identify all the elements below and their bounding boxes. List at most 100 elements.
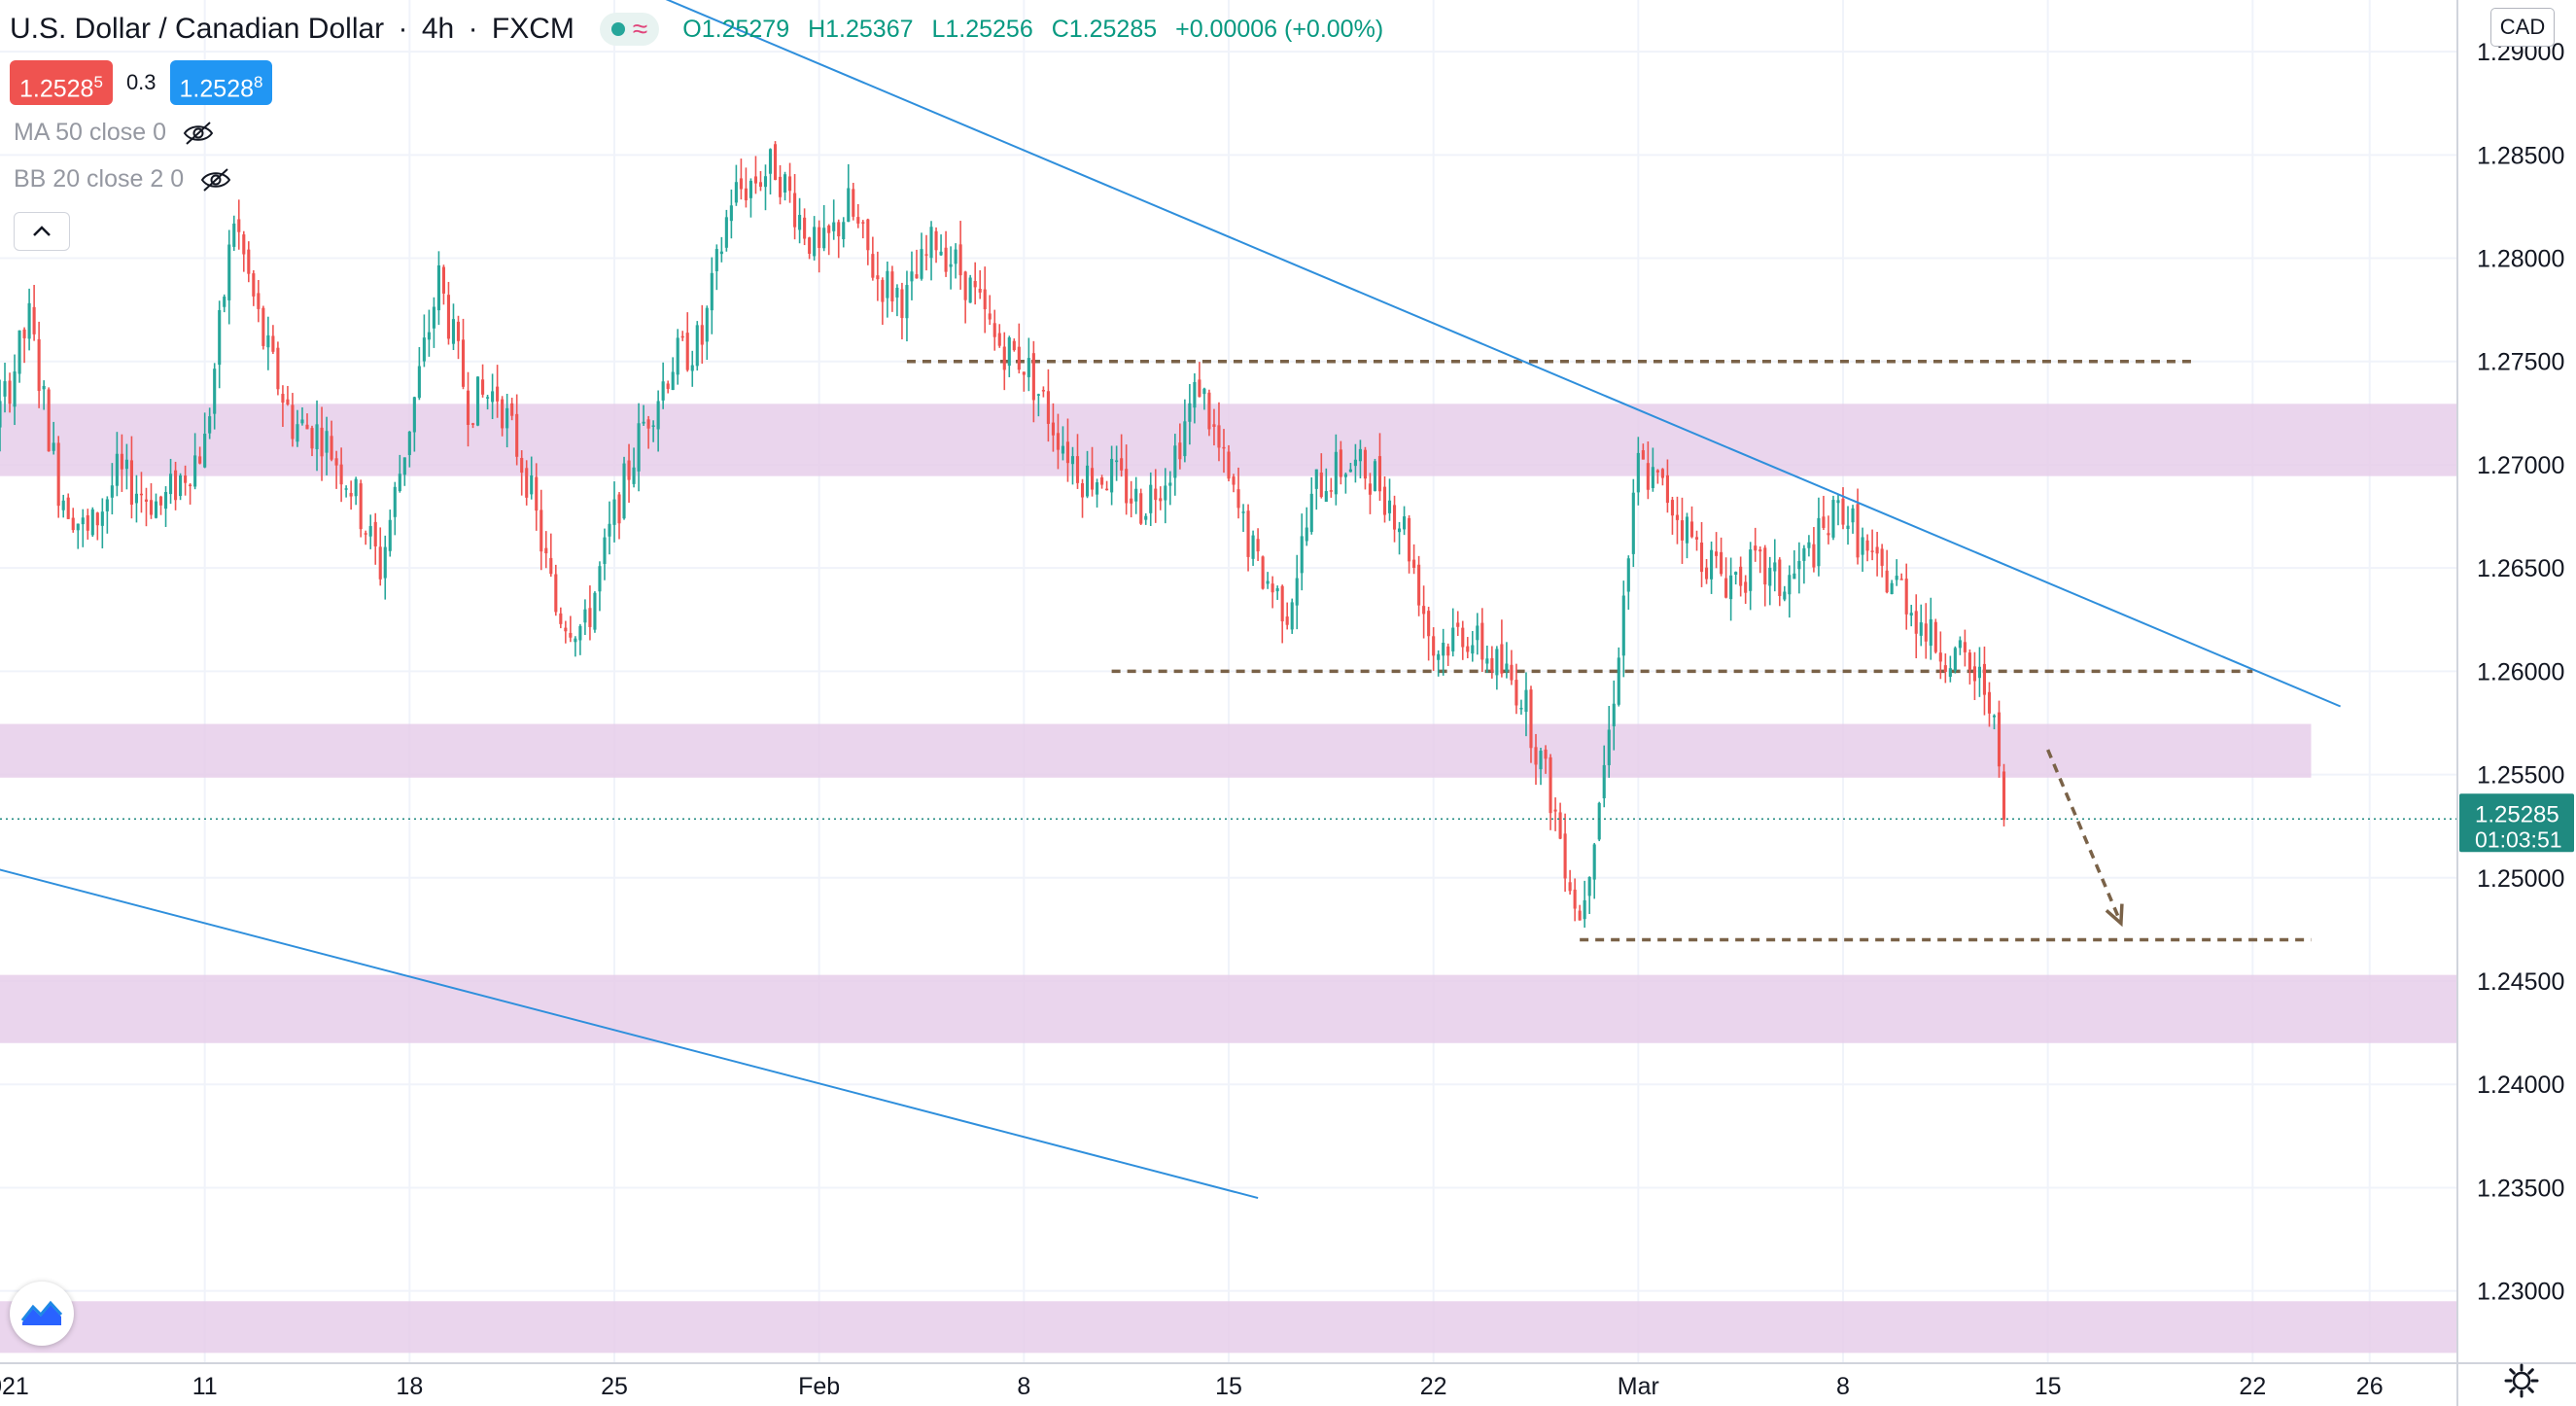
- candle: [1451, 608, 1455, 657]
- candle-body: [1275, 588, 1279, 592]
- candle: [1670, 496, 1674, 535]
- candle: [42, 380, 46, 410]
- candle-body: [300, 419, 304, 424]
- candle: [832, 199, 836, 240]
- candle-body: [310, 428, 314, 449]
- candle: [1500, 619, 1504, 678]
- eye-off-icon[interactable]: [182, 120, 215, 147]
- candle-body: [1403, 516, 1407, 530]
- candle-body: [818, 227, 821, 249]
- candle-body: [1149, 484, 1153, 513]
- candle-body: [1130, 498, 1133, 504]
- eye-off-icon[interactable]: [199, 166, 232, 193]
- candle-body: [578, 625, 582, 641]
- candle-body: [417, 366, 421, 399]
- candle-body: [540, 510, 543, 552]
- candle-body: [1222, 446, 1226, 449]
- candle: [1689, 506, 1694, 539]
- candle-body: [193, 455, 197, 487]
- candle-body: [451, 319, 456, 344]
- candle-body: [281, 394, 285, 404]
- candle: [1164, 468, 1167, 524]
- candle: [193, 433, 197, 490]
- candle: [427, 309, 431, 357]
- candle-body: [393, 486, 397, 517]
- candle: [1120, 434, 1124, 477]
- candle: [105, 496, 109, 534]
- candle: [1992, 714, 1997, 730]
- settings-gear-icon[interactable]: [2502, 1361, 2541, 1400]
- buy-price-button[interactable]: 1.25288: [169, 60, 273, 105]
- candle: [954, 243, 957, 279]
- candle-body: [1851, 508, 1855, 523]
- candle: [651, 420, 655, 442]
- currency-button[interactable]: CAD: [2490, 8, 2555, 47]
- candle-body: [724, 217, 728, 248]
- candle: [1251, 530, 1255, 566]
- time-tick-label: 26: [2356, 1373, 2384, 1400]
- candle-body: [1929, 618, 1932, 647]
- status-pill[interactable]: ≈: [599, 13, 660, 46]
- tradingview-logo-button[interactable]: [10, 1282, 74, 1346]
- candle-body: [1256, 539, 1260, 552]
- candle: [1290, 598, 1294, 634]
- candle-body: [461, 339, 466, 387]
- candle: [354, 476, 358, 506]
- candle-body: [242, 234, 246, 255]
- candle: [320, 406, 324, 481]
- candle-body: [1875, 546, 1879, 554]
- candle: [339, 447, 343, 503]
- candle-body: [1534, 747, 1538, 765]
- indicator-bb[interactable]: BB 20 close 2 0: [14, 165, 232, 193]
- candle-body: [1300, 536, 1304, 574]
- candle-body: [344, 488, 348, 490]
- candle: [1597, 801, 1601, 842]
- candle: [554, 564, 558, 616]
- candle-body: [1202, 388, 1206, 395]
- candle: [1295, 554, 1299, 630]
- trendline: [0, 868, 1259, 1200]
- candle: [1007, 335, 1011, 377]
- sell-price-button[interactable]: 1.25285: [10, 60, 113, 105]
- candle: [1261, 555, 1265, 590]
- candle-body: [90, 509, 94, 536]
- candle-body: [291, 404, 295, 439]
- indicator-ma[interactable]: MA 50 close 0: [14, 119, 215, 147]
- candle-body: [637, 423, 641, 472]
- candle-body: [900, 289, 904, 318]
- symbol-title[interactable]: U.S. Dollar / Canadian Dollar · 4h · FXC…: [10, 13, 574, 46]
- candle: [1353, 443, 1357, 483]
- candle: [886, 261, 889, 318]
- candle-body: [1193, 381, 1197, 408]
- candle: [1392, 495, 1397, 543]
- candle: [1875, 531, 1879, 577]
- candle-body: [1544, 749, 1548, 759]
- candle-body: [1617, 657, 1620, 705]
- collapse-legend-button[interactable]: [14, 212, 70, 251]
- candle: [1568, 869, 1572, 896]
- candle: [1305, 507, 1308, 546]
- candle-body: [1651, 467, 1654, 489]
- candle-body: [315, 424, 319, 449]
- candle-body: [744, 188, 748, 200]
- candle: [364, 530, 367, 545]
- candle: [803, 208, 807, 246]
- candle: [744, 167, 748, 208]
- candle-body: [1373, 461, 1377, 491]
- candle: [1427, 607, 1431, 661]
- candle-body: [124, 459, 128, 470]
- candle-body: [827, 226, 831, 233]
- candle-body: [37, 338, 41, 392]
- candle: [1739, 556, 1743, 597]
- time-axis-background: [0, 1363, 2576, 1406]
- candle-body: [949, 264, 953, 267]
- candle-body: [1036, 394, 1040, 396]
- candle-body: [1904, 579, 1908, 615]
- candle: [174, 461, 178, 510]
- candle-body: [1856, 504, 1860, 558]
- overlay-layer: [0, 749, 2457, 928]
- candle-body: [81, 517, 85, 525]
- separator: ·: [468, 13, 478, 45]
- candle: [1100, 475, 1104, 489]
